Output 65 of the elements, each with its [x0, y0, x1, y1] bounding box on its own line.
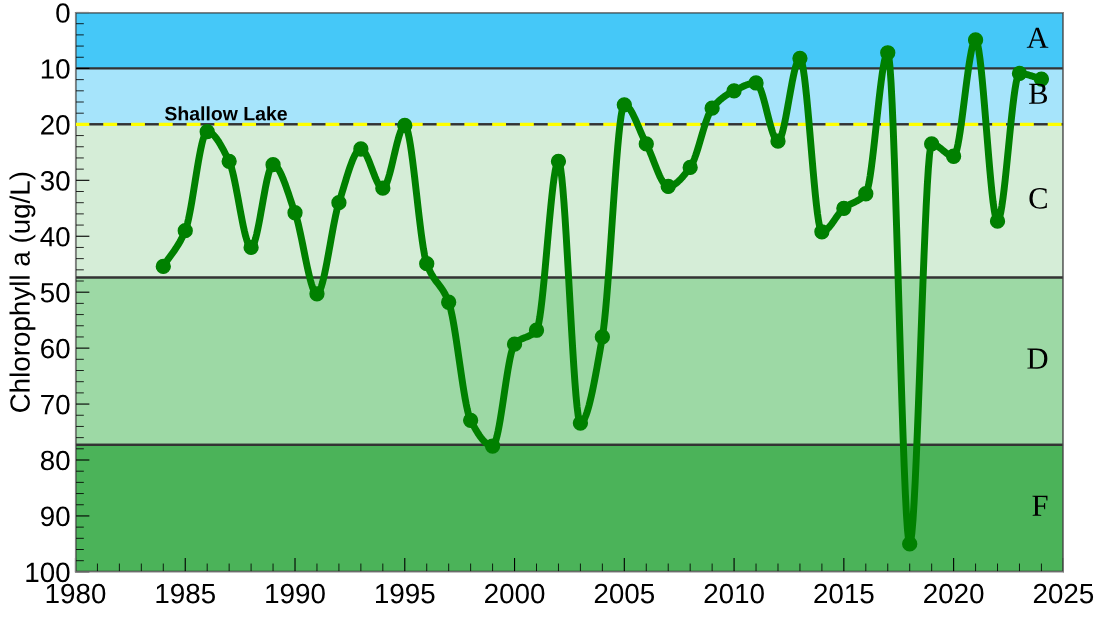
point [660, 178, 676, 195]
point [836, 200, 852, 216]
band-label: C [1029, 188, 1047, 209]
x-tick-label: 2015 [814, 583, 874, 604]
point [704, 100, 720, 116]
band-label: B [1029, 83, 1048, 104]
point [353, 141, 369, 157]
point [748, 75, 764, 91]
x-tick-label: 2010 [704, 583, 764, 604]
y-tick-label: 90 [41, 506, 70, 527]
point [287, 205, 303, 221]
point [858, 186, 874, 202]
point [221, 153, 237, 169]
point [902, 536, 918, 552]
point [441, 294, 457, 310]
y-tick-label: 70 [41, 394, 70, 415]
point [331, 195, 347, 211]
point [616, 97, 632, 113]
y-tick-label: 100 [26, 562, 70, 583]
point [1011, 65, 1028, 82]
point [550, 153, 567, 169]
ref-line-label: Shallow Lake [164, 106, 287, 121]
band-label: F [1032, 495, 1048, 516]
point [243, 239, 259, 256]
y-tick-label: 60 [41, 338, 70, 359]
point [528, 322, 545, 338]
band-label: D [1027, 348, 1048, 369]
x-tick-label: 1995 [376, 583, 435, 604]
y-tick-label: 0 [56, 3, 70, 23]
point [484, 438, 501, 454]
point [463, 412, 479, 428]
y-tick-label: 80 [40, 450, 70, 471]
point [155, 258, 171, 275]
point [419, 256, 435, 272]
x-tick-label: 1990 [266, 583, 325, 604]
x-tick-label: 1985 [156, 583, 215, 604]
point [770, 133, 786, 149]
point [880, 45, 896, 61]
point [177, 223, 193, 239]
point [814, 224, 830, 240]
point [638, 136, 654, 152]
x-tick-label: 2025 [1033, 583, 1094, 604]
x-tick-label: 2005 [594, 583, 655, 604]
point [594, 329, 610, 345]
point [945, 148, 962, 164]
point [375, 180, 391, 196]
point [682, 159, 698, 176]
point [199, 124, 215, 140]
y-axis-title: Chlorophyll a (ug/L) [9, 172, 36, 412]
y-tick-label: 50 [40, 282, 70, 303]
point [506, 336, 523, 352]
y-tick-label: 30 [40, 170, 70, 191]
y-tick-label: 10 [41, 59, 70, 79]
x-tick-label: 2020 [924, 583, 984, 604]
y-tick-label: 40 [40, 226, 70, 247]
point [397, 117, 413, 134]
x-tick-label: 1980 [46, 583, 106, 604]
point [309, 286, 325, 302]
point [924, 136, 940, 152]
point [726, 83, 742, 99]
point [265, 157, 281, 173]
y-tick-label: 20 [41, 115, 70, 135]
band-label: A [1026, 27, 1049, 48]
point [572, 415, 589, 431]
x-tick-label: 2000 [485, 583, 545, 604]
